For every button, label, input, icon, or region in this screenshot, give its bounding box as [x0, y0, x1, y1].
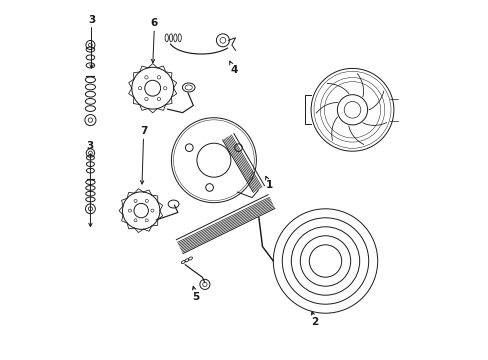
Text: 3: 3 [86, 141, 94, 226]
Text: 6: 6 [151, 18, 158, 63]
Text: 3: 3 [88, 15, 95, 68]
Text: 4: 4 [229, 61, 237, 75]
Text: 1: 1 [265, 176, 273, 190]
Text: 7: 7 [140, 126, 147, 184]
Text: 2: 2 [310, 311, 318, 327]
Text: 5: 5 [192, 286, 199, 302]
